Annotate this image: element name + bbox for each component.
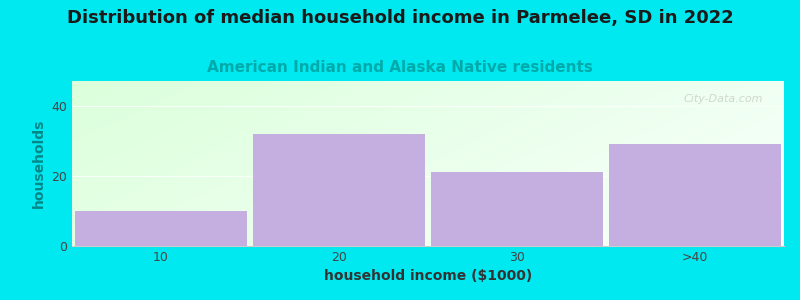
Text: American Indian and Alaska Native residents: American Indian and Alaska Native reside… <box>207 60 593 75</box>
Text: Distribution of median household income in Parmelee, SD in 2022: Distribution of median household income … <box>66 9 734 27</box>
Text: City-Data.com: City-Data.com <box>683 94 762 104</box>
Bar <box>609 144 782 246</box>
X-axis label: household income ($1000): household income ($1000) <box>324 269 532 284</box>
Bar <box>430 172 603 246</box>
Y-axis label: households: households <box>32 119 46 208</box>
Bar <box>253 134 426 246</box>
Bar <box>74 211 247 246</box>
